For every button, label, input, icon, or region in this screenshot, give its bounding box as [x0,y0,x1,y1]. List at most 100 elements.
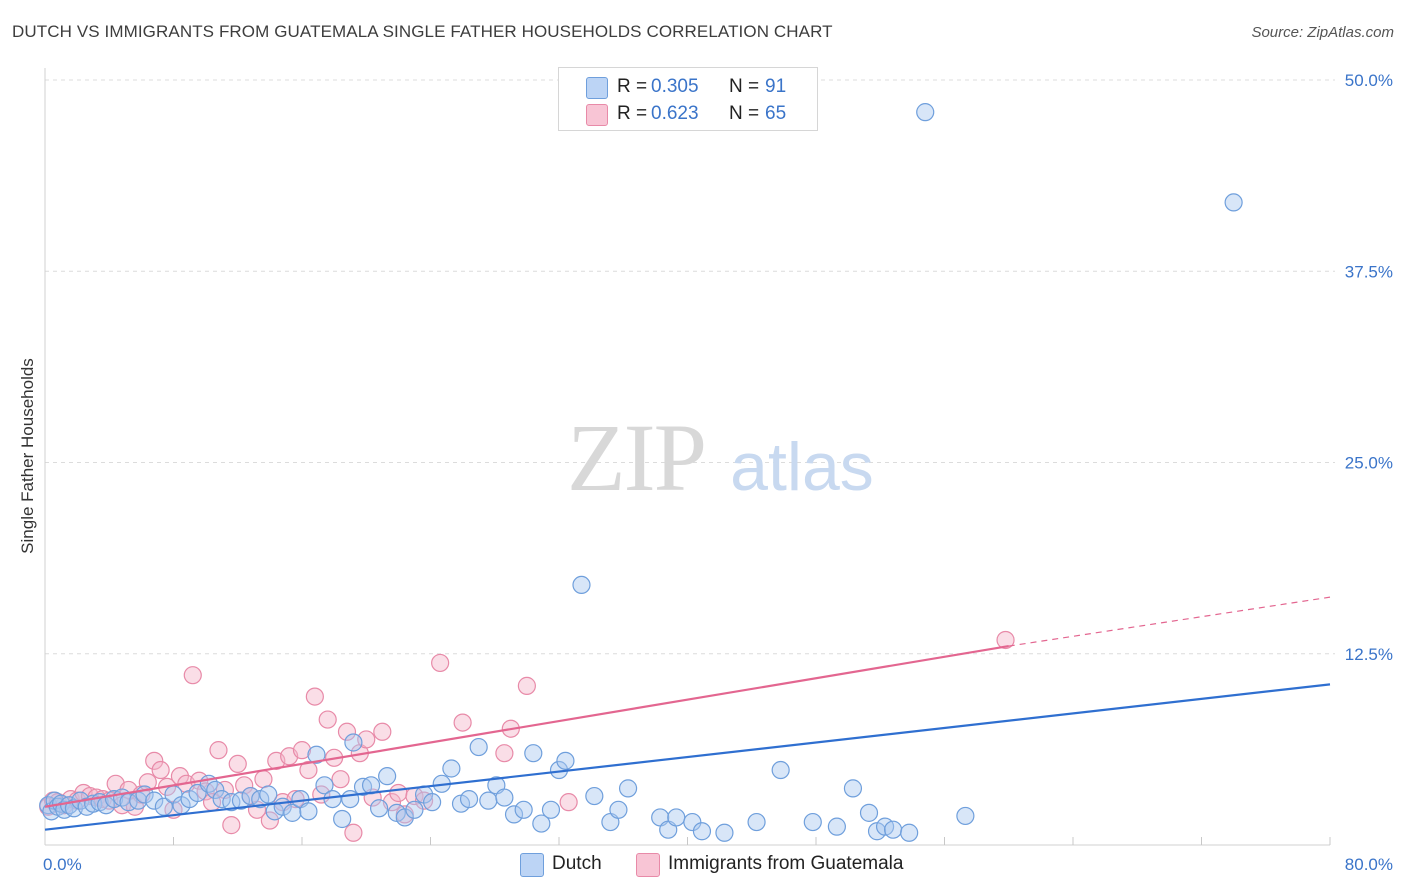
dutch-point [747,812,766,832]
dutch-point [231,791,251,810]
dutch-point [283,803,302,822]
guatemala-point [145,751,164,770]
legend-n-label: N = [729,76,760,97]
dutch-point [423,793,442,812]
watermark-zip: ZIP [567,404,705,511]
dutch-point [827,817,846,836]
dutch-swatch [586,77,608,99]
axis-layer [44,68,1331,846]
dutch-point [514,800,533,819]
guatemala-point [517,676,536,695]
dutch-point [378,767,397,786]
dutch-point [323,789,342,809]
guatemala-point [453,713,472,732]
dutch-point [206,780,225,800]
dutch-point [618,779,638,798]
guatemala-point [305,687,324,706]
dutch-point [504,805,524,824]
trend-lines [44,596,1331,831]
grid-layer [45,79,1335,655]
guatemala-point [331,770,350,789]
dutch-legend-swatch [520,853,544,877]
dutch-point [341,789,360,809]
guatemala-trend-extension [1008,596,1331,647]
guatemala-point [431,653,450,673]
dutch-point [667,808,686,827]
y-tick-label: 25.0% [1345,454,1393,473]
stats-legend: R = 0.305 N = 91 R = 0.623 N = 65 [558,67,818,131]
dutch-trend-line [44,683,1331,831]
dutch-legend-label: Dutch [552,853,602,874]
source-label: Source: ZipAtlas.com [1251,24,1394,41]
dutch-point [609,800,628,819]
dutch-point [344,733,363,752]
y-tick-label: 50.0% [1345,71,1393,90]
guatemala-point [260,811,279,830]
guatemala-point [209,741,228,760]
guatemala-trend-line [44,645,1009,808]
guatemala-point [183,666,202,685]
legend-n-value: 91 [765,76,787,97]
dutch-point [395,808,414,827]
guatemala-point [337,722,357,741]
dutch-point [803,812,822,832]
dutch-point [683,812,702,832]
guatemala-point [222,816,241,835]
dutch-point [333,809,352,829]
legend-r-value: 0.305 [651,76,699,97]
dutch-point [532,814,551,833]
guatemala-points [39,630,1015,842]
guatemala-point [292,741,312,760]
y-tick-label: 37.5% [1345,262,1393,281]
dutch-point [771,760,790,780]
dutch-point [956,806,975,826]
guatemala-point [559,793,578,812]
dutch-points [39,103,1243,842]
dutch-point [405,800,424,819]
dutch-point [843,779,863,798]
dutch-point [572,575,591,595]
guatemala-point [373,722,392,741]
dutch-point [459,789,479,809]
guatemala-point [495,744,514,763]
dutch-point [307,745,326,764]
dutch-point [315,776,334,795]
legend-r-label: R = [617,76,648,97]
dutch-point [715,823,734,842]
guatemala-point [318,710,337,729]
dutch-point [145,791,164,810]
guatemala-point [235,776,254,795]
tick-labels: 12.5% 25.0% 37.5% 50.0% 0.0% 80.0% [43,71,1393,874]
guatemala-legend-swatch [636,853,660,877]
watermark-atlas: atlas [730,429,874,505]
dutch-point [299,802,318,821]
guatemala-point [344,823,363,842]
guatemala-point [996,630,1015,650]
x-tick-label: 80.0% [1345,855,1393,874]
dutch-point [916,103,935,122]
dutch-point [442,759,461,778]
dutch-point [1224,193,1243,212]
legend-r-value: 0.623 [651,103,699,124]
dutch-point [370,799,389,818]
legend-n-value: 65 [765,103,787,124]
dutch-point [495,788,514,807]
dutch-point [479,791,498,810]
legend-r-label: R = [617,103,648,124]
dutch-point [556,751,575,770]
guatemala-legend-label: Immigrants from Guatemala [668,853,904,874]
legend-n-label: N = [729,103,760,124]
guatemala-point [299,760,318,780]
dutch-point [585,786,604,806]
guatemala-point [254,770,273,789]
dutch-point [259,785,278,804]
dutch-point [524,744,543,763]
dutch-point [859,803,879,822]
dutch-point [692,822,712,841]
dutch-point [541,800,561,819]
guatemala-point [151,760,170,780]
y-tick-label: 12.5% [1345,645,1393,664]
dutch-point [900,823,919,842]
guatemala-point [389,783,408,803]
